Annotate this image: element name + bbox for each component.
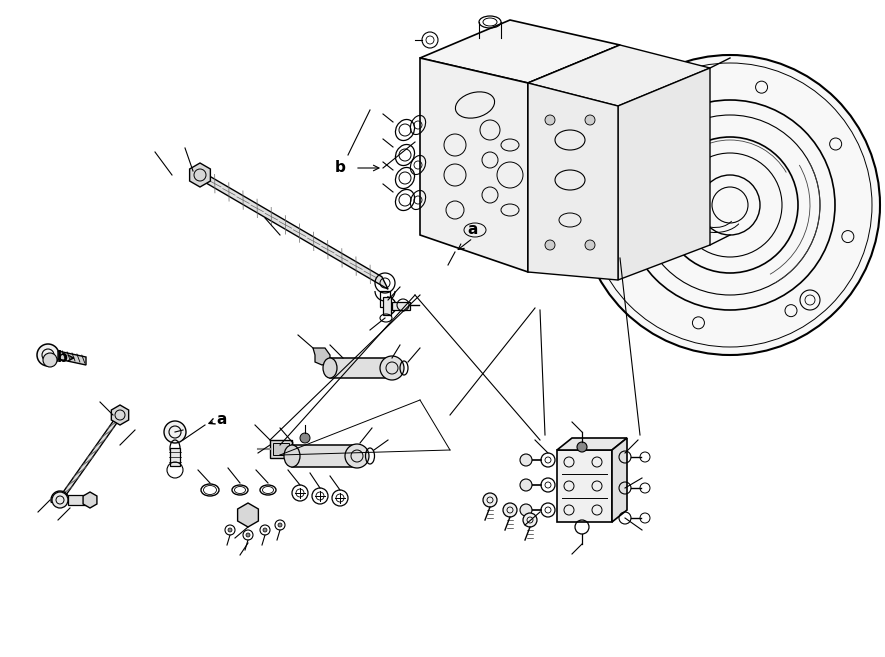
Polygon shape xyxy=(112,405,128,425)
Bar xyxy=(68,495,90,505)
Polygon shape xyxy=(237,503,258,527)
Bar xyxy=(292,445,357,467)
Bar xyxy=(273,443,289,455)
Circle shape xyxy=(577,442,587,452)
Circle shape xyxy=(37,344,59,366)
Circle shape xyxy=(345,444,369,468)
Polygon shape xyxy=(528,45,710,106)
Polygon shape xyxy=(83,492,97,508)
Circle shape xyxy=(246,533,250,537)
Polygon shape xyxy=(58,351,86,365)
Circle shape xyxy=(52,492,68,508)
Bar xyxy=(392,302,410,310)
Circle shape xyxy=(545,115,555,125)
Polygon shape xyxy=(313,348,330,365)
Circle shape xyxy=(520,454,532,466)
Polygon shape xyxy=(189,163,211,187)
Bar xyxy=(270,440,292,458)
Polygon shape xyxy=(612,438,627,522)
Circle shape xyxy=(483,493,497,507)
Circle shape xyxy=(278,523,282,527)
Text: a: a xyxy=(217,413,227,428)
Polygon shape xyxy=(528,45,620,272)
Text: b: b xyxy=(57,350,67,365)
Bar xyxy=(380,291,390,307)
Polygon shape xyxy=(196,169,389,289)
Circle shape xyxy=(43,353,57,367)
Text: a: a xyxy=(468,223,478,237)
Polygon shape xyxy=(528,83,618,280)
Circle shape xyxy=(580,55,880,355)
Circle shape xyxy=(585,240,595,250)
Circle shape xyxy=(520,504,532,516)
Circle shape xyxy=(523,513,537,527)
Ellipse shape xyxy=(323,358,337,378)
Bar xyxy=(170,448,180,466)
Polygon shape xyxy=(618,68,710,280)
Circle shape xyxy=(263,528,267,532)
Polygon shape xyxy=(420,20,620,83)
Polygon shape xyxy=(420,58,528,272)
Circle shape xyxy=(545,240,555,250)
Circle shape xyxy=(585,115,595,125)
Ellipse shape xyxy=(284,445,300,467)
Circle shape xyxy=(503,503,517,517)
Ellipse shape xyxy=(349,445,365,467)
Circle shape xyxy=(520,479,532,491)
Polygon shape xyxy=(55,411,125,503)
Ellipse shape xyxy=(385,358,399,378)
Circle shape xyxy=(380,356,404,380)
Circle shape xyxy=(228,528,232,532)
Polygon shape xyxy=(557,450,612,522)
Text: b: b xyxy=(335,160,345,175)
Bar xyxy=(330,358,392,378)
Circle shape xyxy=(300,433,310,443)
Polygon shape xyxy=(557,438,627,450)
Circle shape xyxy=(164,421,186,443)
Bar xyxy=(383,297,391,315)
